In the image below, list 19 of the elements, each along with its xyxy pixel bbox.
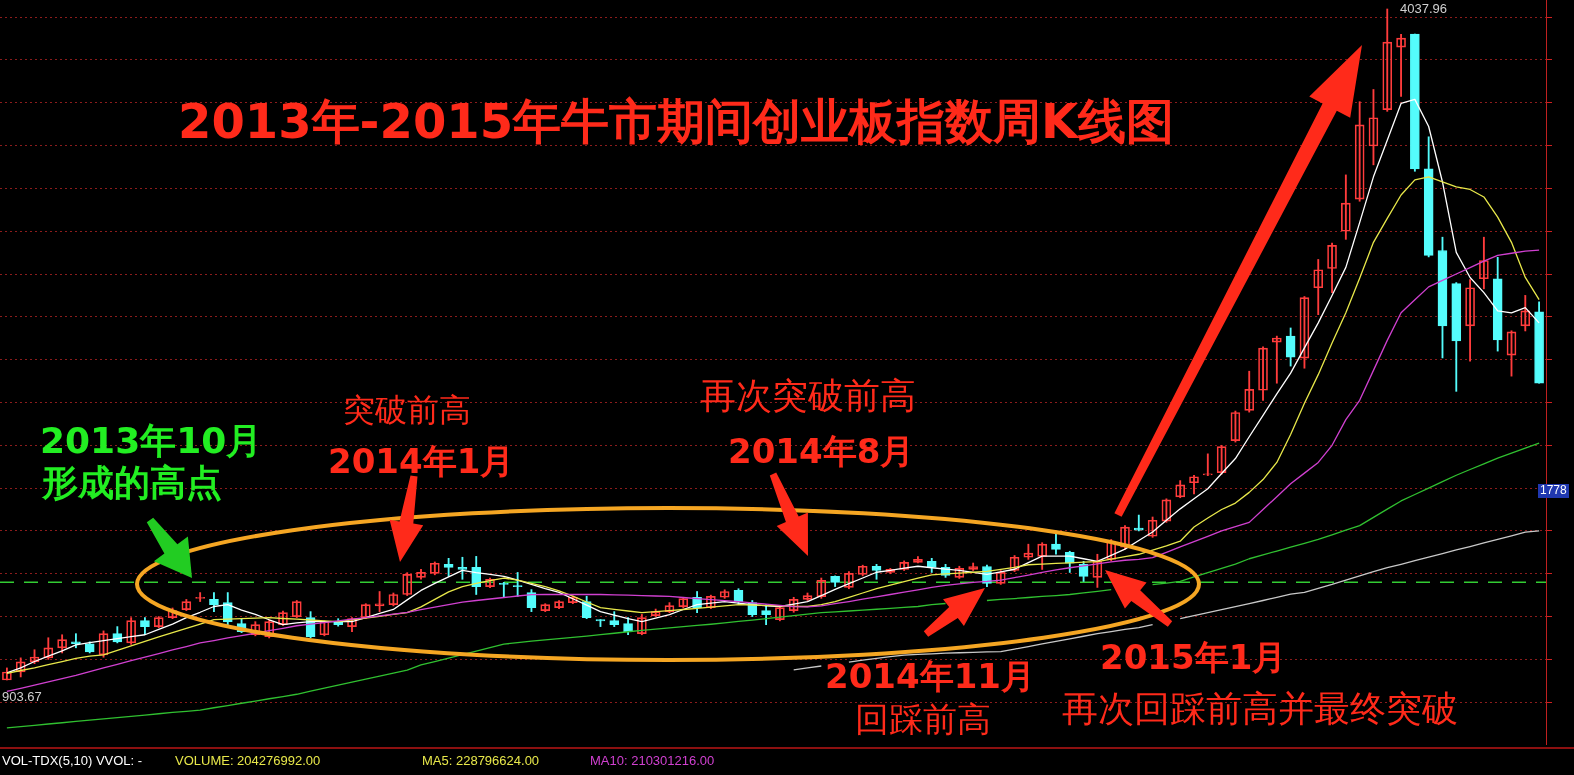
annotation: 再次突破前高 xyxy=(700,375,916,417)
annotation: 2014年11月 xyxy=(825,656,1035,697)
annotation: 再次回踩前高并最终突破 xyxy=(1062,688,1458,730)
annotation: 1778 xyxy=(1538,483,1569,498)
annotation: 回踩前高 xyxy=(855,699,991,740)
text: MA10: 210301216.00 xyxy=(590,753,715,769)
candlestick xyxy=(457,556,468,580)
annotation: 形成的高点 xyxy=(42,462,222,504)
annotation: 2014年8月 xyxy=(728,431,915,472)
text: VOL-TDX(5,10) VVOL: - xyxy=(2,753,143,769)
text: 2013年-2015年牛市期间创业板指数周K线图 xyxy=(178,92,1175,151)
annotation: 4037.96 xyxy=(1400,1,1447,17)
text: MA5: 228796624.00 xyxy=(422,753,540,769)
annotation: 903.67 xyxy=(2,688,42,705)
annotation: 突破前高 xyxy=(343,391,471,429)
text: VOLUME: 204276992.00 xyxy=(175,753,321,769)
annotation: 2015年1月 xyxy=(1100,637,1287,678)
annotation: 2013年10月 xyxy=(40,420,263,462)
annotation: 2014年1月 xyxy=(328,441,515,482)
